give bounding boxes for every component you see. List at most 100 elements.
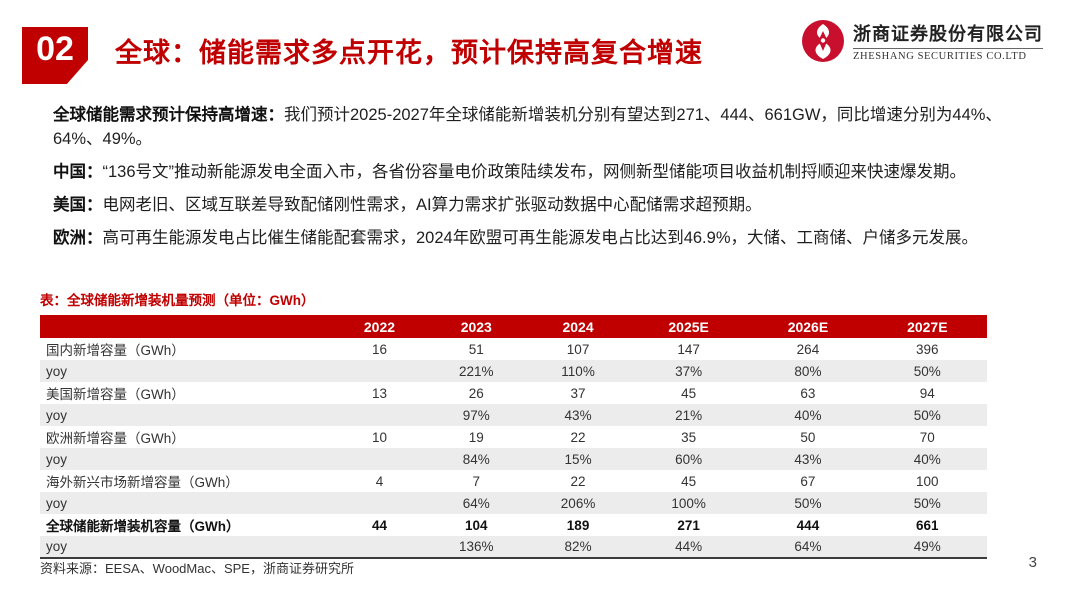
- bullet-item: 中国：“136号文”推动新能源发电全面入市，各省份容量电价政策陆续发布，网侧新型…: [23, 160, 1045, 184]
- cell-value: 110%: [561, 363, 595, 379]
- column-header: 2025E: [628, 315, 749, 338]
- cell-value: [334, 404, 426, 426]
- cell-value: 264: [796, 341, 820, 357]
- table-row: 美国新增容量（GWh） 13 26 37 45 63 94: [40, 382, 987, 404]
- cell-value: 50%: [913, 495, 941, 511]
- bullet-text: 全球储能需求预计保持高增速：我们预计2025-2027年全球储能新增装机分别有望…: [53, 106, 1002, 148]
- column-header: 2026E: [748, 315, 868, 338]
- column-header: [40, 315, 334, 338]
- cell-value: 50%: [913, 363, 941, 379]
- cell-value: 40%: [913, 451, 941, 467]
- row-label: yoy: [46, 363, 68, 379]
- cell-value: 97%: [462, 407, 490, 423]
- table-row: yoy 64% 206% 100% 50% 50%: [40, 492, 987, 514]
- table-row: yoy 221% 110% 37% 80% 50%: [40, 360, 987, 382]
- arrow-bullet-icon: [23, 226, 53, 250]
- cell-value: 50: [800, 429, 816, 445]
- cell-value: 40%: [794, 407, 822, 423]
- cell-value: 50%: [913, 407, 941, 423]
- cell-value: 44%: [675, 539, 703, 554]
- page-title: 全球：储能需求多点开花，预计保持高复合增速: [115, 38, 703, 68]
- column-header: 2027E: [867, 315, 987, 338]
- cell-value: 49%: [913, 539, 941, 554]
- cell-value: 50%: [794, 495, 822, 511]
- cell-value: 100: [916, 473, 939, 489]
- table-row: yoy 84% 15% 60% 43% 40%: [40, 448, 987, 470]
- cell-value: 37: [570, 385, 586, 401]
- cell-value: 64%: [462, 495, 490, 511]
- bullet-item: 美国：电网老旧、区域互联差导致配储刚性需求，AI算力需求扩张驱动数据中心配储需求…: [23, 193, 1045, 217]
- cell-value: 7: [472, 473, 481, 489]
- bullet-list: 全球储能需求预计保持高增速：我们预计2025-2027年全球储能新增装机分别有望…: [23, 103, 1045, 259]
- cell-value: 35: [681, 429, 697, 445]
- row-label: yoy: [46, 539, 68, 554]
- bullet-text: 中国：“136号文”推动新能源发电全面入市，各省份容量电价政策陆续发布，网侧新型…: [53, 163, 967, 181]
- cell-value: [334, 536, 426, 558]
- cell-value: 26: [468, 385, 484, 401]
- page-number: 3: [1028, 554, 1037, 571]
- cell-value: 4: [375, 473, 384, 489]
- square-bullet-icon: [23, 103, 53, 151]
- cell-value: [334, 492, 426, 514]
- cell-value: 444: [796, 517, 820, 533]
- cell-value: 43%: [564, 407, 592, 423]
- cell-value: 15%: [564, 451, 592, 467]
- row-label: yoy: [46, 451, 68, 467]
- cell-value: 94: [919, 385, 935, 401]
- cell-value: 147: [677, 341, 700, 357]
- cell-value: 43%: [794, 451, 822, 467]
- table-row: 全球储能新增装机容量（GWh） 44 104 189 271 444 661: [40, 514, 987, 536]
- cell-value: 70: [919, 429, 935, 445]
- table-row: 海外新兴市场新增容量（GWh） 4 7 22 45 67 100: [40, 470, 987, 492]
- table-row: yoy 97% 43% 21% 40% 50%: [40, 404, 987, 426]
- cell-value: 10: [371, 429, 387, 445]
- cell-value: 19: [468, 429, 484, 445]
- forecast-table: 2022 2023 2024 2025E 2026E 2027E 国内新增容量（GWh） 1…: [40, 315, 987, 559]
- source-note: 资料来源：EESA、WoodMac、SPE，浙商证券研究所: [40, 561, 354, 576]
- bullet-text: 美国：电网老旧、区域互联差导致配储刚性需求，AI算力需求扩张驱动数据中心配储需求…: [53, 196, 762, 214]
- cell-value: 64%: [794, 539, 822, 554]
- cell-value: 67: [800, 473, 816, 489]
- bullet-text: 欧洲：高可再生能源发电占比催生储能配套需求，2024年欧盟可再生能源发电占比达到…: [53, 229, 978, 247]
- zheshang-logo-icon: [802, 20, 844, 62]
- forecast-table-header-row: 2022 2023 2024 2025E 2026E 2027E: [40, 315, 987, 338]
- cell-value: 80%: [794, 363, 822, 379]
- table-row: yoy 136% 82% 44% 64% 49%: [40, 536, 987, 558]
- cell-value: 22: [570, 429, 586, 445]
- cell-value: 136%: [459, 539, 494, 554]
- bullet-item: 欧洲：高可再生能源发电占比催生储能配套需求，2024年欧盟可再生能源发电占比达到…: [23, 226, 1045, 250]
- cell-value: 271: [677, 517, 700, 533]
- cell-value: 16: [371, 341, 387, 357]
- cell-value: [334, 360, 426, 382]
- cell-value: 82%: [564, 539, 592, 554]
- forecast-table-body: 国内新增容量（GWh） 16 51 107 147 264 396 yoy 221% 110% 37…: [40, 338, 987, 558]
- cell-value: 44: [371, 517, 387, 533]
- cell-value: 221%: [459, 363, 494, 379]
- cell-value: 51: [468, 341, 484, 357]
- cell-value: 206%: [560, 495, 596, 511]
- cell-value: 84%: [462, 451, 490, 467]
- row-label: 全球储能新增装机容量（GWh）: [46, 519, 240, 534]
- bullet-item: 全球储能需求预计保持高增速：我们预计2025-2027年全球储能新增装机分别有望…: [23, 103, 1045, 151]
- cell-value: [334, 448, 426, 470]
- column-header: 2023: [425, 315, 528, 338]
- row-label: 国内新增容量（GWh）: [46, 343, 185, 358]
- cell-value: 45: [681, 385, 697, 401]
- section-number: 02: [36, 30, 74, 68]
- company-logo: 浙商证券股份有限公司 ZHESHANG SECURITIES CO.LTD: [801, 19, 1043, 63]
- cell-value: 100%: [671, 495, 706, 511]
- cell-value: 661: [916, 517, 939, 533]
- row-label: 海外新兴市场新增容量（GWh）: [46, 475, 239, 490]
- arrow-bullet-icon: [23, 193, 53, 217]
- table-row: 国内新增容量（GWh） 16 51 107 147 264 396: [40, 338, 987, 360]
- forecast-table-block: 表：全球储能新增装机量预测（单位：GWh） 2022 2023 2024 2025E 2…: [40, 289, 987, 559]
- cell-value: 107: [566, 341, 590, 357]
- table-title: 表：全球储能新增装机量预测（单位：GWh）: [40, 293, 315, 308]
- cell-value: 45: [681, 473, 697, 489]
- cell-value: 22: [570, 473, 586, 489]
- cell-value: 21%: [675, 407, 703, 423]
- cell-value: 396: [916, 341, 939, 357]
- cell-value: 13: [371, 385, 387, 401]
- company-name-cn: 浙商证券股份有限公司: [853, 20, 1043, 49]
- arrow-bullet-icon: [23, 160, 53, 184]
